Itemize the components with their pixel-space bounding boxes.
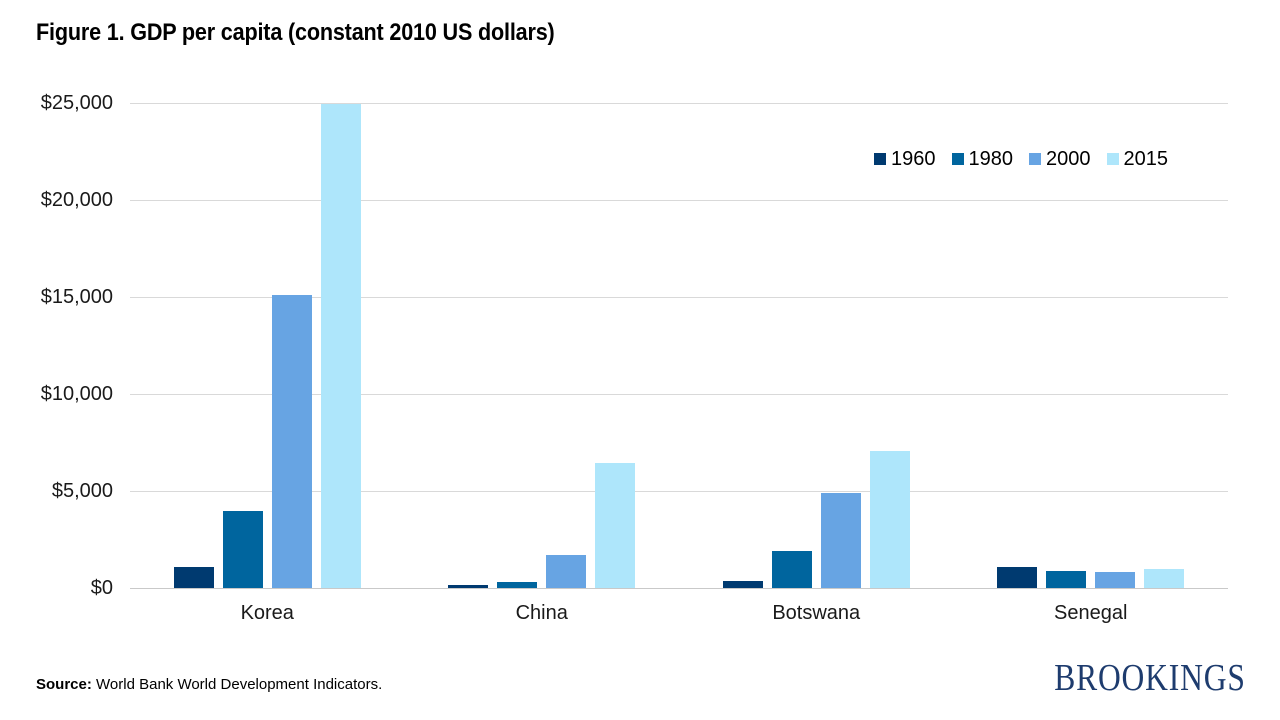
source-line: Source: World Bank World Development Ind…	[36, 676, 382, 693]
legend-item-1980: 1980	[951, 148, 1014, 170]
legend-label-1980: 1980	[968, 148, 1014, 170]
bar-korea-1980	[222, 511, 263, 588]
legend-swatch-1980	[951, 153, 964, 165]
y-tick-label: $25,000	[40, 92, 113, 114]
chart-title: Figure 1. GDP per capita (constant 2010 …	[36, 19, 555, 46]
bar-china-1960	[448, 585, 489, 588]
plot-area	[130, 103, 1228, 589]
legend-item-1960: 1960	[874, 148, 936, 170]
legend-label-2015: 2015	[1123, 148, 1169, 170]
legend-item-2015: 2015	[1106, 148, 1169, 170]
x-axis-label-senegal: Senegal	[1054, 602, 1128, 624]
legend-swatch-2000	[1029, 153, 1041, 165]
bar-china-2015	[595, 462, 636, 588]
x-axis-label-china: China	[515, 602, 568, 624]
gridline	[130, 297, 1228, 298]
bar-senegal-2015	[1144, 568, 1185, 588]
legend-item-2000: 2000	[1029, 148, 1091, 170]
bar-senegal-2000	[1095, 571, 1136, 588]
brookings-wordmark: BROOKINGS	[1054, 657, 1246, 699]
legend-label-2000: 2000	[1046, 148, 1091, 170]
gridline	[130, 491, 1228, 492]
y-tick-label: $10,000	[40, 383, 113, 405]
y-tick-label: $0	[90, 577, 113, 599]
legend-label-1960: 1960	[891, 148, 936, 170]
bar-senegal-1960	[997, 566, 1038, 588]
source-label: Source:	[36, 676, 92, 693]
bar-senegal-1980	[1046, 570, 1087, 588]
bar-korea-1960	[173, 566, 214, 588]
x-axis-line	[130, 588, 1228, 589]
bar-china-2000	[546, 555, 587, 588]
source-text: World Bank World Development Indicators.	[91, 676, 383, 693]
y-tick-label: $5,000	[51, 480, 113, 502]
bar-korea-2000	[271, 295, 312, 588]
x-axis-label-korea: Korea	[240, 602, 294, 624]
legend-swatch-2015	[1106, 153, 1119, 165]
bar-botswana-2000	[820, 492, 861, 588]
bar-china-1980	[497, 582, 538, 588]
bar-botswana-1980	[771, 551, 812, 588]
y-tick-label: $15,000	[40, 286, 113, 308]
bar-botswana-1960	[722, 581, 763, 588]
gridline	[130, 394, 1228, 395]
gridline	[130, 200, 1228, 201]
y-tick-label: $20,000	[40, 189, 113, 211]
bar-korea-2015	[320, 103, 361, 588]
bar-botswana-2015	[869, 451, 910, 588]
x-axis-label-botswana: Botswana	[772, 602, 861, 624]
chart-legend: 1960 1980 2000 2015	[874, 148, 1168, 170]
legend-swatch-1960	[874, 153, 886, 165]
gridline	[130, 103, 1228, 104]
